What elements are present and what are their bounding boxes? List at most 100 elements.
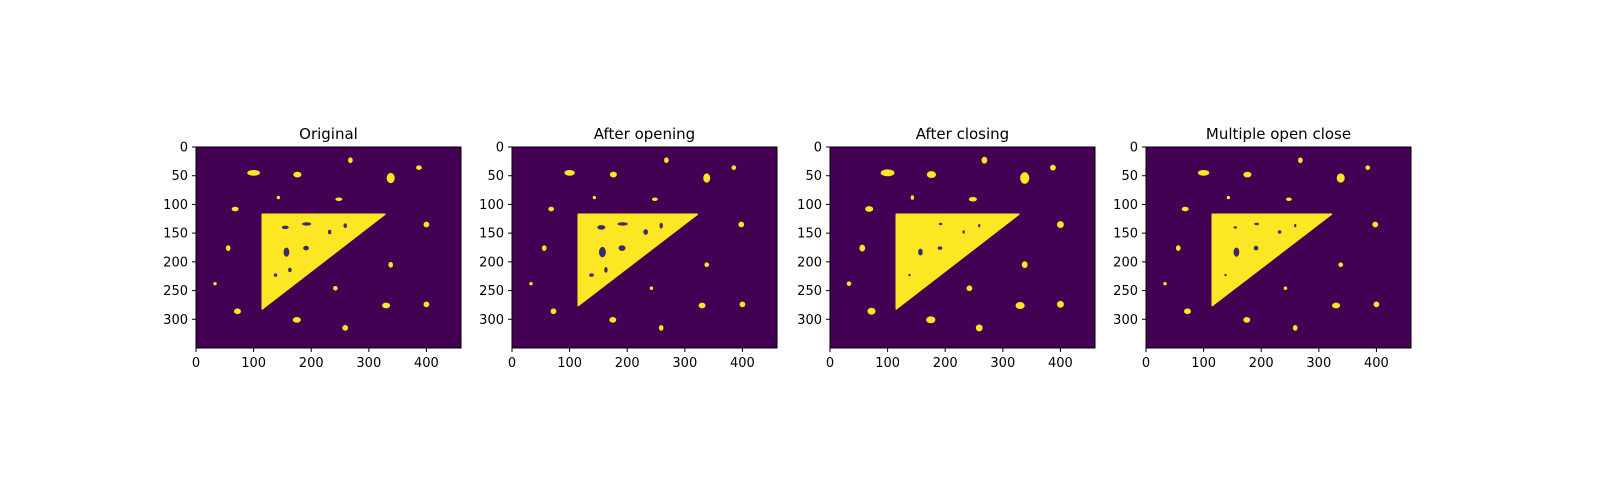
- triangle-hole: [643, 229, 648, 235]
- y-tick-label: 300: [797, 313, 822, 328]
- noise-blob: [386, 172, 395, 184]
- x-tick-label: 0: [826, 356, 834, 371]
- triangle-shape: [261, 213, 386, 310]
- noise-blob: [658, 325, 664, 331]
- noise-blob: [1021, 261, 1028, 269]
- chart-panel-4: 0 100 200 300 400 0 50 100 150 200 250 300 Multiple …: [1113, 125, 1412, 371]
- x-tick-label: 100: [241, 356, 266, 371]
- noise-blob: [388, 261, 394, 268]
- triangle-hole: [598, 246, 606, 258]
- x-tick-label: 400: [1048, 356, 1073, 371]
- noise-blob: [966, 285, 973, 292]
- noise-blob: [1175, 245, 1181, 251]
- y-tick-label: 200: [479, 255, 504, 270]
- chart-panel-1: 0 100 200 300 400 0 50 100 150 200 250 300 Original: [163, 125, 462, 371]
- triangle-hole: [1224, 273, 1227, 277]
- noise-blob: [880, 169, 895, 177]
- noise-blob: [529, 281, 533, 286]
- triangle-hole: [604, 267, 608, 273]
- x-tick-label: 300: [672, 356, 697, 371]
- triangle-hole: [288, 267, 292, 273]
- noise-blob: [859, 244, 866, 252]
- x-tick-label: 200: [933, 356, 958, 371]
- noise-blob: [1181, 206, 1189, 212]
- noise-blob: [1373, 301, 1380, 308]
- triangle-hole: [938, 222, 943, 226]
- y-tick-label: 50: [805, 169, 822, 184]
- x-tick-label: 200: [615, 356, 640, 371]
- noise-blob: [731, 165, 737, 170]
- triangle-hole: [1277, 230, 1282, 234]
- chart-title: Original: [299, 125, 358, 143]
- noise-blob: [234, 308, 241, 315]
- triangle-hole: [962, 230, 965, 234]
- noise-blob: [416, 165, 422, 170]
- noise-blob: [1163, 281, 1167, 286]
- noise-blob: [1283, 286, 1288, 290]
- noise-blob: [564, 169, 575, 176]
- noise-blob: [293, 171, 302, 178]
- y-tick-label: 100: [479, 198, 504, 213]
- noise-blob: [867, 307, 876, 315]
- x-tick-label: 400: [1364, 356, 1389, 371]
- chart-panel-2: 0 100 200 300 400 0 50 100 150 200 250 300 After ope…: [479, 125, 778, 371]
- noise-blob: [1243, 316, 1251, 323]
- noise-blob: [1285, 197, 1292, 201]
- x-tick-label: 300: [356, 356, 381, 371]
- noise-blob: [423, 221, 430, 228]
- noise-blob: [698, 302, 706, 309]
- noise-blob: [1243, 171, 1252, 178]
- noise-blob: [225, 245, 231, 251]
- x-tick-label: 100: [1191, 356, 1216, 371]
- noise-blob: [1184, 308, 1191, 315]
- noise-blob: [342, 325, 349, 331]
- triangle-hole: [618, 245, 626, 251]
- axes-frame: [1145, 146, 1412, 349]
- y-tick-label: 100: [797, 198, 822, 213]
- noise-blob: [651, 197, 658, 201]
- triangle-hole: [589, 273, 594, 277]
- noise-blob: [548, 206, 555, 212]
- triangle-hole: [1254, 222, 1259, 226]
- noise-blob: [664, 157, 669, 164]
- axes-frame: [195, 146, 462, 349]
- y-tick-label: 50: [1121, 169, 1138, 184]
- noise-blob: [423, 301, 430, 308]
- noise-blob: [846, 281, 852, 286]
- y-tick-label: 150: [163, 227, 188, 242]
- noise-blob: [738, 221, 745, 228]
- noise-blob: [1372, 221, 1379, 228]
- noise-blob: [1336, 173, 1345, 183]
- noise-blob: [703, 173, 711, 183]
- chart-title: Multiple open close: [1206, 125, 1351, 143]
- triangle-hole: [918, 248, 923, 256]
- x-tick-label: 0: [1142, 356, 1150, 371]
- noise-blob: [968, 196, 977, 202]
- noise-blob: [649, 286, 654, 290]
- triangle-hole: [659, 222, 663, 229]
- noise-blob: [382, 302, 391, 309]
- chart-title: After closing: [916, 125, 1009, 143]
- noise-blob: [1292, 325, 1298, 331]
- x-tick-label: 100: [557, 356, 582, 371]
- y-tick-label: 250: [163, 284, 188, 299]
- noise-blob: [1020, 172, 1030, 184]
- noise-blob: [1056, 221, 1064, 228]
- y-tick-label: 250: [1113, 284, 1138, 299]
- triangle-shape: [895, 213, 1020, 310]
- y-tick-label: 0: [1130, 141, 1138, 156]
- noise-blob: [1332, 302, 1341, 309]
- x-tick-label: 200: [1249, 356, 1274, 371]
- triangle-hole: [343, 223, 347, 228]
- noise-blob: [1338, 262, 1344, 268]
- triangle-hole: [617, 222, 628, 226]
- noise-blob: [348, 157, 353, 164]
- y-tick-label: 300: [1113, 313, 1138, 328]
- noise-blob: [609, 171, 617, 178]
- y-tick-label: 100: [163, 198, 188, 213]
- x-tick-label: 300: [990, 356, 1015, 371]
- y-tick-label: 100: [1113, 198, 1138, 213]
- y-tick-label: 50: [487, 169, 504, 184]
- y-tick-label: 0: [180, 141, 188, 156]
